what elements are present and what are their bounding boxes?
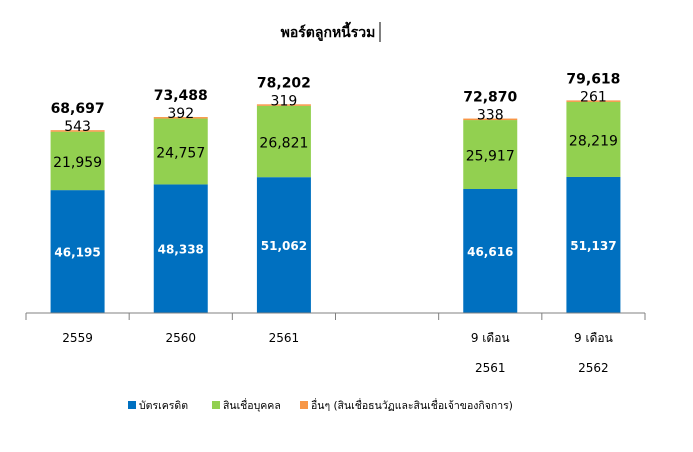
x-tick-label-line2: 2562 [578, 361, 609, 375]
data-label: 543 [64, 119, 91, 135]
bar-segment-credit-card [256, 177, 311, 313]
total-label: 68,697 [51, 101, 105, 117]
bar-segment-other [463, 118, 518, 121]
x-axis: 2559 2560 2561 9 เดือน 2561 9 เดือน 2562 [25, 312, 646, 375]
data-label: 46,616 [467, 245, 513, 259]
bar-segment-credit-card [463, 189, 518, 313]
bar-segment-credit-card [50, 190, 105, 313]
bar-segment-personal-loan [256, 105, 311, 178]
bar-segment-other [256, 104, 311, 106]
data-label: 21,959 [53, 155, 102, 171]
data-label: 51,062 [261, 239, 307, 253]
data-label: 24,757 [156, 145, 205, 161]
x-tick-label: 9 เดือน [574, 331, 613, 345]
x-tick-label: 2561 [269, 331, 300, 345]
legend-swatch [300, 401, 308, 409]
x-tick-label-line2: 2561 [475, 361, 506, 375]
bar-segment-personal-loan [463, 120, 518, 190]
data-label: 261 [580, 89, 607, 105]
data-label: 392 [167, 106, 194, 122]
bar-segment-other [153, 117, 208, 119]
data-label: 338 [477, 108, 504, 124]
bar-segment-other [50, 130, 105, 132]
total-label: 72,870 [463, 90, 517, 106]
bars-layer: 46,195 21,959 543 68,697 48,338 24,757 392 73,4… [50, 71, 621, 313]
data-label: 25,917 [466, 149, 515, 165]
x-tick-label: 2560 [165, 331, 196, 345]
bar-segment-personal-loan [153, 118, 208, 185]
total-label: 73,488 [154, 88, 208, 104]
bar-segment-other [566, 100, 621, 102]
legend-label: สินเชื่อบุคคล [223, 398, 281, 412]
data-label: 48,338 [158, 243, 204, 257]
total-label: 78,202 [257, 75, 311, 91]
data-label: 26,821 [259, 136, 308, 152]
legend-swatch [212, 401, 220, 409]
legend-label: อื่นๆ (สินเชื่อธนวัฏและสินเชื่อเจ้าของกิ… [311, 398, 513, 412]
total-label: 79,618 [566, 71, 620, 87]
data-label: 319 [271, 93, 298, 109]
legend-label: บัตรเครดิต [139, 400, 188, 412]
bar-segment-personal-loan [50, 131, 105, 191]
x-tick-label: 9 เดือน [471, 331, 510, 345]
bar-segment-personal-loan [566, 101, 621, 177]
data-label: 46,195 [54, 246, 100, 260]
legend-swatch [128, 401, 136, 409]
bar-segment-credit-card [566, 176, 621, 313]
data-label: 51,137 [570, 239, 616, 253]
x-tick-label: 2559 [62, 331, 93, 345]
chart-title: พอร์ตลูกหนี้รวม [281, 21, 376, 41]
legend: บัตรเครดิต สินเชื่อบุคคล อื่นๆ (สินเชื่อธน… [128, 398, 513, 412]
data-label: 28,219 [569, 133, 618, 149]
bar-segment-credit-card [153, 184, 208, 313]
